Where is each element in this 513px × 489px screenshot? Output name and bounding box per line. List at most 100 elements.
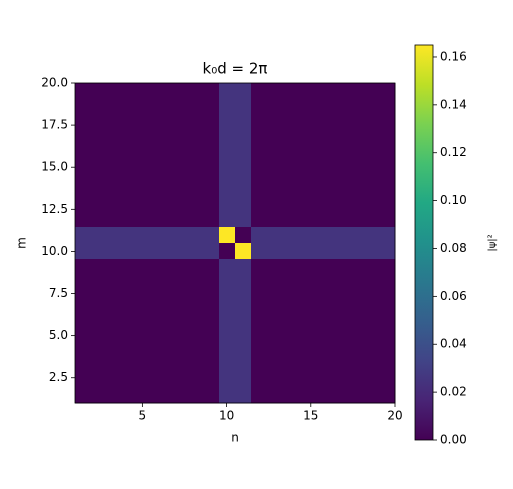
heatmap-cell (363, 115, 380, 132)
heatmap-cell (75, 291, 92, 308)
heatmap-cell (379, 371, 396, 388)
heatmap-cell (363, 259, 380, 276)
heatmap-cell (155, 355, 172, 372)
heatmap-cell (187, 323, 204, 340)
heatmap-cell (235, 115, 252, 132)
heatmap-cell (187, 355, 204, 372)
heatmap-cell (75, 131, 92, 148)
heatmap-cell (315, 83, 332, 100)
heatmap-cell (331, 115, 348, 132)
heatmap-cell (299, 355, 316, 372)
colorbar-tick-label: 0.14 (440, 97, 467, 111)
heatmap-cell (219, 355, 236, 372)
heatmap-cell (251, 371, 268, 388)
heatmap-cell (363, 83, 380, 100)
heatmap-cell (171, 83, 188, 100)
heatmap-cell (91, 371, 108, 388)
heatmap-cell (107, 243, 124, 260)
heatmap-cell (203, 211, 220, 228)
heatmap-cell (155, 131, 172, 148)
colorbar-tick-label: 0.10 (440, 193, 467, 207)
heatmap-cell (251, 307, 268, 324)
heatmap-cell (75, 339, 92, 356)
colorbar-tick-label: 0.04 (440, 337, 467, 351)
heatmap-cell (203, 147, 220, 164)
heatmap-cell (363, 387, 380, 404)
heatmap-cell (283, 243, 300, 260)
y-tick-label: 20.0 (41, 76, 68, 90)
heatmap-cell (187, 195, 204, 212)
heatmap-cell (107, 227, 124, 244)
heatmap-cell (203, 99, 220, 116)
heatmap-cell (219, 179, 236, 196)
heatmap-cell (267, 275, 284, 292)
heatmap-cell (123, 147, 140, 164)
heatmap-cell (107, 371, 124, 388)
heatmap-cell (379, 259, 396, 276)
y-tick-label: 7.5 (49, 286, 68, 300)
heatmap-cell (91, 115, 108, 132)
heatmap-cell (283, 323, 300, 340)
heatmap-cell (187, 179, 204, 196)
heatmap-cell (219, 115, 236, 132)
heatmap-cell (347, 163, 364, 180)
heatmap-cell (107, 259, 124, 276)
heatmap-cell (107, 307, 124, 324)
heatmap-cell (251, 387, 268, 404)
heatmap-cell (219, 291, 236, 308)
heatmap-cell (267, 211, 284, 228)
heatmap-cell (203, 275, 220, 292)
colorbar-label: |ψ|² (487, 234, 498, 251)
heatmap-cell (235, 371, 252, 388)
heatmap-cell (251, 243, 268, 260)
heatmap-cell (155, 211, 172, 228)
heatmap-cell (187, 275, 204, 292)
heatmap-cell (75, 147, 92, 164)
heatmap-cell (123, 259, 140, 276)
colorbar-tick-label: 0.12 (440, 145, 467, 159)
heatmap-cell (363, 227, 380, 244)
heatmap-cell (267, 259, 284, 276)
heatmap-cell (331, 195, 348, 212)
heatmap-cell (379, 147, 396, 164)
heatmap-cell (235, 163, 252, 180)
heatmap-cell (299, 163, 316, 180)
heatmap-cell (379, 211, 396, 228)
heatmap-cell (299, 115, 316, 132)
heatmap-cell (91, 83, 108, 100)
heatmap-cell (203, 371, 220, 388)
heatmap-cell (331, 291, 348, 308)
heatmap-cell (203, 355, 220, 372)
y-tick-label: 17.5 (41, 118, 68, 132)
heatmap-cell (299, 339, 316, 356)
heatmap-cell (299, 291, 316, 308)
heatmap-cell (203, 83, 220, 100)
heatmap-cell (379, 387, 396, 404)
heatmap-cell (75, 179, 92, 196)
heatmap-cell (91, 227, 108, 244)
heatmap-cell (331, 243, 348, 260)
heatmap-cell (91, 339, 108, 356)
heatmap-cell (283, 163, 300, 180)
heatmap-cell (155, 307, 172, 324)
heatmap-cell (139, 83, 156, 100)
heatmap-cell (123, 195, 140, 212)
heatmap-cell (347, 147, 364, 164)
heatmap-cell (363, 291, 380, 308)
heatmap-cell (187, 259, 204, 276)
heatmap-cell (251, 83, 268, 100)
heatmap-cell (203, 307, 220, 324)
heatmap-cell (75, 355, 92, 372)
heatmap-cell (347, 99, 364, 116)
heatmap-cell (331, 323, 348, 340)
heatmap-cell (283, 115, 300, 132)
x-tick-label: 5 (139, 409, 147, 423)
heatmap-cell (299, 83, 316, 100)
heatmap-cell (235, 99, 252, 116)
heatmap-cell (123, 83, 140, 100)
heatmap-cell (171, 147, 188, 164)
heatmap-cell (155, 227, 172, 244)
heatmap-cell (363, 211, 380, 228)
heatmap-cell (91, 99, 108, 116)
heatmap-cell (363, 275, 380, 292)
